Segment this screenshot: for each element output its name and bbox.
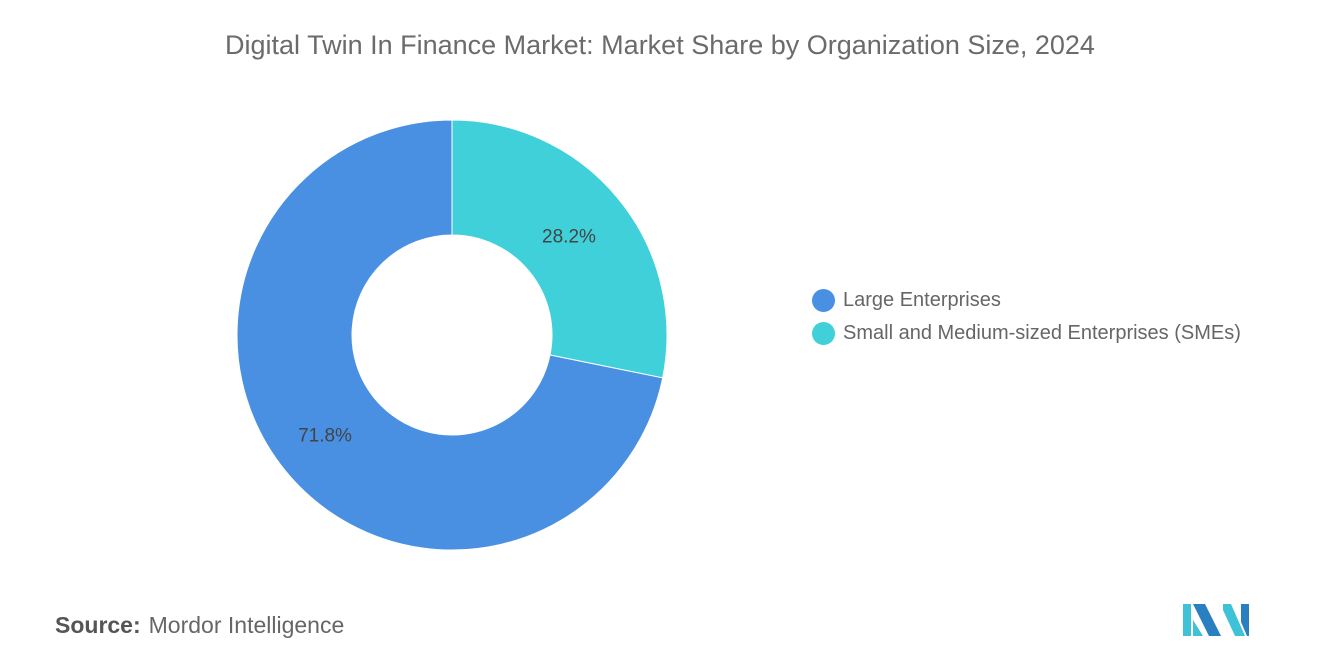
- legend-swatch: [812, 289, 835, 312]
- data-label: 28.2%: [542, 226, 596, 247]
- source-value: Mordor Intelligence: [148, 612, 345, 638]
- donut-slice: [451, 119, 668, 379]
- legend-swatch: [812, 322, 835, 345]
- source-label: Source:: [55, 612, 141, 638]
- legend-item-smes: Small and Medium-sized Enterprises (SMEs…: [812, 317, 1241, 350]
- legend-label: Small and Medium-sized Enterprises (SMEs…: [843, 322, 1241, 344]
- legend: Large Enterprises Small and Medium-sized…: [812, 284, 1241, 350]
- source: Source: Mordor Intelligence: [55, 612, 344, 639]
- mordor-intelligence-logo: [1183, 604, 1249, 636]
- legend-item-large: Large Enterprises: [812, 284, 1241, 317]
- chart-title: Digital Twin In Finance Market: Market S…: [225, 30, 1095, 60]
- legend-label: Large Enterprises: [843, 289, 1001, 311]
- data-label: 71.8%: [298, 426, 352, 447]
- donut-slice: [236, 119, 664, 551]
